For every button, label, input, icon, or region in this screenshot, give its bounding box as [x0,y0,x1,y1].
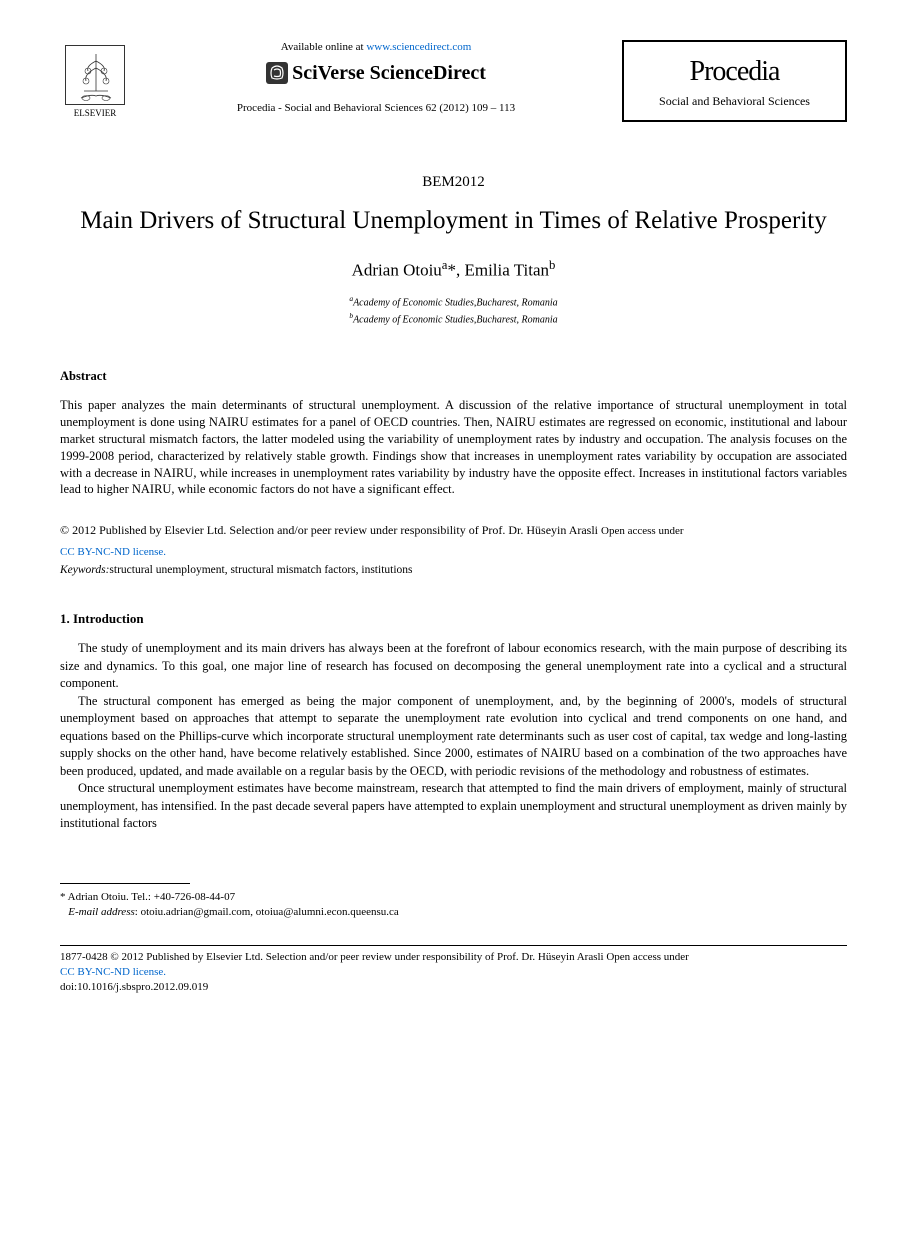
keywords-text: structural unemployment, structural mism… [109,564,412,576]
keywords-label: Keywords: [60,564,109,576]
intro-p2: The structural component has emerged as … [60,693,847,781]
open-access-text: Open access under [601,525,683,537]
bottom-separator [60,945,847,946]
affiliation-a: aAcademy of Economic Studies,Bucharest, … [60,293,847,310]
available-text: Available online at [281,41,367,53]
email-label: E-mail address [68,906,135,918]
email-value: : otoiu.adrian@gmail.com, otoiua@alumni.… [135,906,399,918]
license-link-bottom[interactable]: CC BY-NC-ND license. [60,966,166,978]
keywords: Keywords:structural unemployment, struct… [60,562,847,578]
intro-body: The study of unemployment and its main d… [60,640,847,833]
copyright-text: © 2012 Published by Elsevier Ltd. Select… [60,523,601,537]
intro-heading: 1. Introduction [60,610,847,628]
publisher-name: ELSEVIER [74,107,117,120]
license-link-top[interactable]: CC BY-NC-ND license. [60,546,166,558]
available-online: Available online at www.sciencedirect.co… [130,40,622,55]
conference-code: BEM2012 [60,172,847,193]
affiliation-b: bAcademy of Economic Studies,Bucharest, … [60,310,847,327]
issn-line: 1877-0428 © 2012 Published by Elsevier L… [60,951,606,963]
center-header: Available online at www.sciencedirect.co… [130,40,622,117]
sciencedirect-link[interactable]: www.sciencedirect.com [366,41,471,53]
sciverse-text: SciVerse ScienceDirect [292,59,486,87]
doi: doi:10.1016/j.sbspro.2012.09.019 [60,981,208,993]
open-access-bottom: Open access under [606,951,688,963]
procedia-subtitle: Social and Behavioral Sciences [640,93,829,110]
bottom-info: 1877-0428 © 2012 Published by Elsevier L… [60,950,847,996]
procedia-reference: Procedia - Social and Behavioral Science… [130,101,622,116]
copyright-line: © 2012 Published by Elsevier Ltd. Select… [60,522,847,539]
corresponding-author: * Adrian Otoiu. Tel.: +40-726-08-44-07 E… [60,890,847,921]
procedia-box: Procedia Social and Behavioral Sciences [622,40,847,122]
affiliations: aAcademy of Economic Studies,Bucharest, … [60,293,847,328]
corresponding-line: * Adrian Otoiu. Tel.: +40-726-08-44-07 [60,890,847,905]
abstract-heading: Abstract [60,368,847,386]
footnote-separator [60,883,190,884]
article-title: Main Drivers of Structural Unemployment … [60,205,847,238]
intro-p1: The study of unemployment and its main d… [60,640,847,693]
sciverse-brand: SciVerse ScienceDirect [130,59,622,87]
elsevier-logo: ELSEVIER [60,40,130,120]
elsevier-tree-icon [65,45,125,105]
intro-p3: Once structural unemployment estimates h… [60,780,847,833]
procedia-title: Procedia [640,52,829,91]
sciverse-icon [266,62,288,84]
corresponding-email-line: E-mail address: otoiu.adrian@gmail.com, … [60,905,847,920]
abstract-text: This paper analyzes the main determinant… [60,397,847,498]
header-row: ELSEVIER Available online at www.science… [60,40,847,122]
authors: Adrian Otoiua*, Emilia Titanb [60,257,847,282]
